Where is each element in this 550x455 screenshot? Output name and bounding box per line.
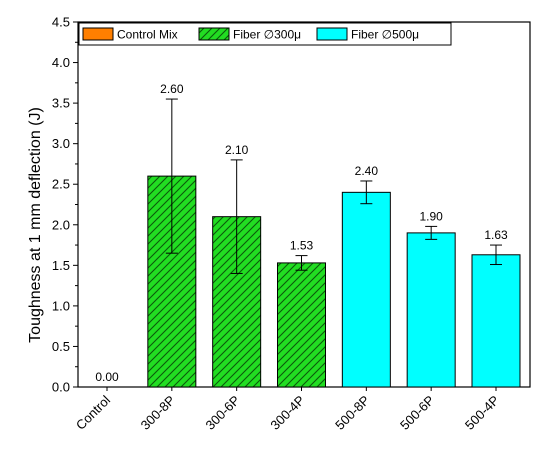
value-label: 1.53 — [290, 239, 314, 253]
value-label: 0.00 — [95, 370, 119, 384]
x-tick-label: 500-8P — [332, 393, 372, 433]
bar — [471, 254, 521, 388]
data-labels: 0.00 2.60 2.10 1.53 2.40 1.90 1.63 — [95, 82, 508, 384]
x-tick-label: 300-8P — [138, 393, 178, 433]
x-tick-label: 300-6P — [203, 393, 243, 433]
y-tick-label: 4.5 — [52, 15, 70, 30]
value-label: 2.10 — [225, 143, 249, 157]
y-tick-label: 3.5 — [52, 96, 70, 111]
x-tick-label: 500-6P — [397, 393, 437, 433]
value-label: 1.90 — [419, 209, 443, 223]
x-tick-label: 500-4P — [462, 393, 502, 433]
y-tick-label: 1.5 — [52, 258, 70, 273]
bar — [341, 191, 391, 388]
legend-label: Control Mix — [117, 28, 178, 42]
y-tick-label: 0.5 — [52, 339, 70, 354]
y-tick-label: 0.0 — [52, 380, 70, 395]
y-axis-title: Toughness at 1 mm deflection (J) — [27, 107, 44, 343]
legend-label: Fiber ∅500μ — [351, 28, 419, 42]
x-tick-label: Control — [73, 392, 113, 432]
legend: Control Mix Fiber ∅300μ Fiber ∅500μ — [78, 22, 452, 46]
x-tick-label: 300-4P — [267, 393, 307, 433]
legend-swatch — [82, 27, 114, 41]
bar — [277, 262, 326, 388]
value-label: 2.60 — [160, 82, 184, 96]
y-tick-label: 2.0 — [52, 217, 70, 232]
legend-swatch — [316, 27, 348, 41]
value-label: 1.63 — [484, 228, 508, 242]
y-tick-label: 3.0 — [52, 136, 70, 151]
value-label: 2.40 — [355, 164, 379, 178]
legend-swatch — [198, 27, 230, 41]
bar — [406, 232, 456, 388]
bars — [147, 98, 521, 388]
y-tick-label: 4.0 — [52, 55, 70, 70]
legend-box — [78, 22, 452, 46]
y-tick-label: 1.0 — [52, 298, 70, 313]
y-tick-label: 2.5 — [52, 177, 70, 192]
legend-label: Fiber ∅300μ — [233, 28, 301, 42]
